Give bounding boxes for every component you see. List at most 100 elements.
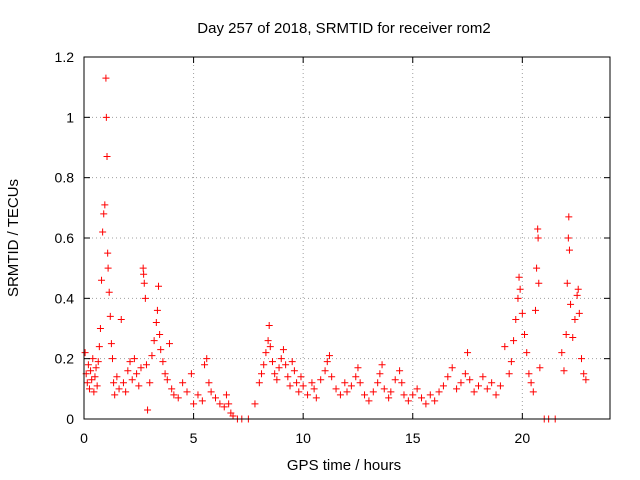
- data-point: [117, 315, 125, 323]
- data-point: [569, 334, 577, 342]
- data-point: [385, 394, 393, 402]
- data-point: [135, 382, 143, 390]
- data-point: [361, 391, 369, 399]
- data-point: [396, 367, 404, 375]
- data-point: [163, 376, 171, 384]
- data-point: [295, 388, 303, 396]
- data-point: [110, 379, 118, 387]
- data-point: [461, 370, 469, 378]
- data-point: [156, 331, 164, 339]
- data-point: [251, 400, 259, 408]
- data-point: [260, 361, 268, 369]
- data-point: [101, 201, 109, 209]
- data-point: [96, 325, 104, 332]
- data-point: [113, 373, 121, 381]
- data-point: [87, 367, 95, 375]
- x-tick-label: 10: [295, 430, 311, 446]
- data-point: [174, 394, 182, 402]
- y-tick-label: 0.2: [55, 351, 75, 367]
- data-point: [165, 340, 173, 348]
- data-point: [435, 388, 443, 396]
- data-point: [89, 355, 97, 363]
- data-point: [111, 391, 119, 399]
- data-point: [439, 382, 447, 390]
- data-point: [255, 379, 263, 387]
- data-point: [282, 361, 290, 369]
- data-point: [159, 358, 167, 366]
- data-point: [102, 74, 110, 82]
- data-point: [535, 279, 543, 287]
- data-point: [212, 394, 219, 402]
- data-point: [536, 364, 544, 372]
- data-point: [133, 370, 141, 378]
- data-point: [104, 249, 112, 257]
- data-point: [488, 379, 496, 387]
- data-point: [205, 379, 213, 387]
- data-point: [183, 388, 191, 396]
- data-point: [466, 376, 474, 384]
- data-point: [216, 400, 224, 408]
- data-point: [521, 331, 529, 339]
- x-tick-label: 20: [515, 430, 531, 446]
- data-point: [194, 391, 202, 399]
- data-point: [142, 361, 150, 369]
- data-point: [560, 367, 568, 375]
- data-point: [574, 285, 582, 293]
- data-point: [293, 379, 301, 387]
- data-point: [207, 388, 215, 396]
- data-point: [104, 264, 112, 272]
- data-point: [413, 385, 421, 393]
- data-point: [564, 234, 572, 242]
- data-point: [99, 228, 107, 236]
- data-point: [492, 391, 500, 399]
- data-point: [391, 376, 399, 384]
- data-point: [328, 373, 336, 381]
- data-point: [140, 270, 148, 278]
- y-tick-label: 1: [66, 109, 74, 125]
- data-point: [220, 403, 228, 411]
- data-point: [308, 379, 316, 387]
- data-point: [115, 385, 123, 393]
- y-tick-label: 0.8: [55, 170, 75, 186]
- data-point: [84, 361, 92, 369]
- data-point: [578, 355, 586, 363]
- data-point: [516, 285, 524, 293]
- data-point: [83, 379, 91, 387]
- data-point: [448, 364, 456, 372]
- data-point: [139, 264, 147, 272]
- data-point: [343, 388, 351, 396]
- data-point: [279, 346, 287, 354]
- data-point: [558, 349, 566, 357]
- data-point: [347, 382, 355, 390]
- y-tick-label: 0.4: [55, 290, 75, 306]
- data-point: [325, 352, 333, 360]
- data-point: [404, 397, 412, 405]
- data-point: [105, 288, 113, 296]
- data-point: [398, 379, 406, 387]
- data-point: [277, 355, 285, 363]
- data-point: [126, 358, 134, 366]
- data-point: [475, 382, 482, 390]
- data-point: [94, 358, 102, 366]
- data-point: [170, 391, 178, 399]
- x-tick-label: 5: [190, 430, 198, 446]
- data-point: [222, 391, 230, 399]
- x-tick-label: 15: [405, 430, 421, 446]
- data-point: [369, 388, 377, 396]
- data-point: [304, 391, 312, 399]
- data-point: [444, 373, 452, 381]
- data-point: [128, 376, 136, 384]
- data-point: [144, 406, 152, 414]
- data-point: [567, 300, 575, 308]
- x-tick-label: 0: [80, 430, 88, 446]
- data-point: [531, 306, 539, 314]
- data-point: [323, 358, 331, 366]
- y-tick-label: 0.6: [55, 230, 75, 246]
- data-point: [470, 388, 478, 396]
- data-point: [533, 264, 541, 272]
- data-point: [510, 337, 518, 345]
- chart-title: Day 257 of 2018, SRMTID for receiver rom…: [197, 20, 490, 37]
- data-point: [140, 279, 148, 287]
- data-point: [479, 373, 487, 381]
